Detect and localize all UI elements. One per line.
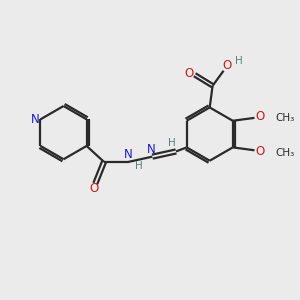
Text: CH₃: CH₃ [275, 148, 295, 158]
Text: O: O [89, 182, 98, 195]
Text: N: N [31, 113, 40, 126]
Text: O: O [185, 67, 194, 80]
Text: H: H [235, 56, 242, 66]
Text: O: O [255, 145, 264, 158]
Text: H: H [135, 161, 142, 171]
Text: N: N [146, 143, 155, 156]
Text: O: O [255, 110, 264, 123]
Text: O: O [223, 59, 232, 72]
Text: N: N [124, 148, 133, 161]
Text: H: H [168, 138, 176, 148]
Text: CH₃: CH₃ [275, 113, 295, 123]
